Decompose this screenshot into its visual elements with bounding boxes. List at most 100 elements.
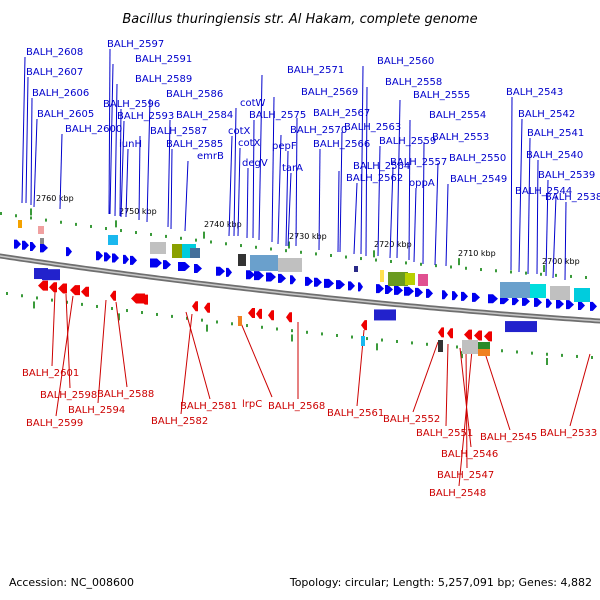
gene-label-bottom: BALH_2561 (327, 408, 384, 419)
leader-line-bottom (115, 301, 128, 388)
scale-tick-top (15, 214, 17, 218)
scale-tick-bottom (171, 314, 173, 318)
leader-line-bottom (458, 349, 473, 487)
forward-gene-arrow (130, 255, 137, 265)
leader-line-top (108, 48, 111, 215)
leader-line-top (287, 172, 292, 247)
gene-label-top: oppA (409, 178, 435, 189)
gene-label-top: BALH_2543 (506, 87, 563, 98)
forward-gene-arrow (290, 275, 296, 285)
gene-label-bottom: BALH_2552 (383, 414, 440, 425)
gene-label-top: BALH_2559 (379, 136, 436, 147)
scale-tick-bottom (216, 320, 218, 324)
scale-tick-bottom (231, 322, 233, 326)
gene-label-top: BALH_2608 (26, 47, 83, 58)
gene-label-bottom: BALH_2568 (268, 401, 325, 412)
forward-gene-arrow (426, 288, 433, 298)
feature-box (478, 349, 490, 356)
forward-gene-block (42, 269, 60, 281)
scale-label: 2760 kbp (36, 194, 74, 203)
scale-tick-bottom (306, 330, 308, 334)
forward-gene-arrow (566, 300, 574, 310)
forward-gene-arrow (442, 290, 448, 300)
feature-box (190, 248, 200, 258)
scale-tick-bottom (396, 339, 398, 343)
leader-line-top (377, 145, 381, 257)
reverse-gene-arrow (286, 312, 292, 323)
scale-major-tick (461, 351, 463, 359)
forward-gene-arrow (415, 287, 423, 297)
gene-label-top: iunH (119, 139, 142, 150)
scale-tick-top (120, 229, 122, 233)
scale-tick-bottom (51, 298, 53, 302)
gene-label-bottom: BALH_2582 (151, 416, 208, 427)
scale-tick-bottom (81, 302, 83, 306)
feature-box (38, 226, 44, 234)
scale-tick-bottom (276, 327, 278, 331)
gene-label-top: BALH_2569 (301, 87, 358, 98)
forward-gene-arrow (522, 296, 530, 306)
reverse-gene-arrow (49, 282, 57, 293)
gene-label-top: BALH_2550 (449, 153, 506, 164)
scale-tick-top (450, 265, 452, 269)
feature-box (418, 274, 428, 286)
leader-line-bottom (459, 347, 472, 448)
reverse-gene-arrow (192, 301, 198, 312)
gene-label-bottom: BALH_2533 (540, 428, 597, 439)
label-leader-lines (21, 48, 591, 487)
reverse-gene-arrow (248, 307, 255, 318)
gene-label-top: BALH_2549 (450, 174, 507, 185)
scale-tick-bottom (561, 353, 563, 357)
scale-tick-top (525, 271, 527, 275)
scale-tick-top (75, 222, 77, 226)
forward-gene-arrow (358, 282, 363, 292)
feature-box (361, 336, 365, 346)
scale-tick-top (195, 238, 197, 242)
leader-line-top (396, 99, 401, 259)
forward-gene-arrow (314, 277, 322, 287)
reverse-gene-arrow (464, 329, 472, 340)
leader-line-bottom (569, 353, 591, 427)
scale-tick-top (60, 220, 62, 224)
scale-tick-bottom (156, 312, 158, 316)
gene-label-top: pepF (272, 141, 297, 152)
gene-label-top: BALH_2542 (518, 109, 575, 120)
forward-gene-arrow (66, 247, 72, 257)
leader-line-top (408, 119, 411, 261)
leader-line-top (33, 118, 38, 208)
forward-gene-arrow (546, 298, 552, 308)
leader-line-top (25, 76, 29, 204)
feature-box (278, 258, 302, 272)
gene-label-bottom: BALH_2546 (441, 449, 498, 460)
scale-tick-bottom (21, 294, 23, 298)
feature-box (574, 288, 590, 302)
reverse-gene-arrow (484, 331, 492, 342)
forward-gene-arrow (96, 251, 103, 261)
leader-line-top (170, 148, 173, 230)
reverse-gene-arrow (361, 320, 367, 331)
feature-box (108, 235, 118, 245)
scale-tick-bottom (291, 329, 293, 333)
reverse-gene-arrow (70, 285, 80, 296)
gene-label-top: BALH_2571 (287, 65, 344, 76)
feature-box (238, 254, 246, 266)
forward-gene-arrow (452, 291, 458, 301)
forward-gene-arrow (150, 258, 162, 268)
scale-major-tick (115, 220, 117, 228)
scale-tick-top (90, 224, 92, 228)
leader-line-top (233, 107, 237, 237)
reverse-gene-arrow (110, 290, 116, 301)
leader-line-top (277, 134, 282, 245)
feature-box (500, 282, 530, 298)
scale-tick-bottom (186, 316, 188, 320)
forward-gene-arrow (30, 241, 36, 251)
scale-major-tick (458, 258, 460, 266)
forward-gene-arrow (40, 243, 48, 253)
scale-tick-bottom (411, 341, 413, 345)
scale-tick-top (495, 269, 497, 273)
scale-label: 2730 kbp (289, 232, 327, 241)
reverse-gene-arrow (256, 308, 262, 319)
backbone-highlight (0, 255, 600, 322)
scale-tick-bottom (126, 309, 128, 313)
scale-major-tick (206, 324, 208, 332)
